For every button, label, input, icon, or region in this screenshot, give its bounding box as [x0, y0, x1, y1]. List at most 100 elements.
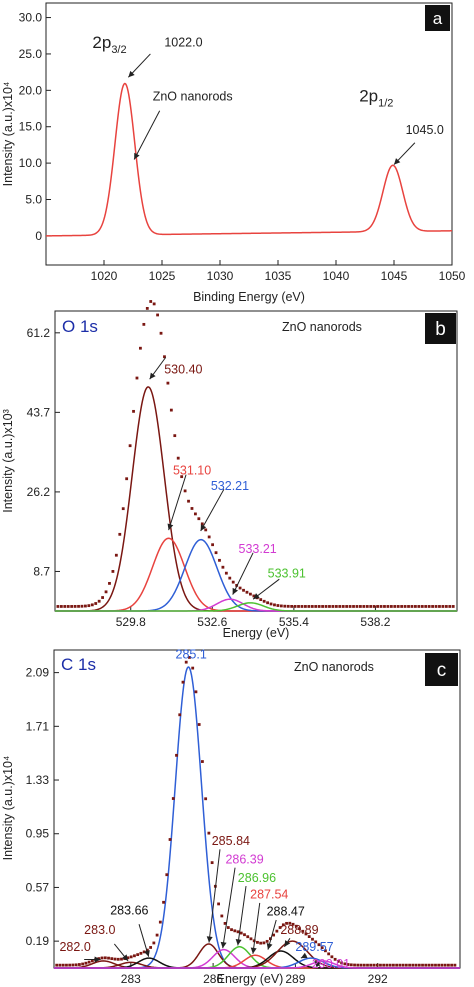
data-point: [139, 346, 142, 350]
annotation-arrow-head: [253, 593, 260, 600]
y-tick-label: 0: [35, 229, 42, 243]
data-point: [223, 922, 227, 925]
data-point: [279, 604, 283, 608]
y-axis-title-b: Intensity (a.u.)x10³: [1, 409, 15, 513]
annotation-arrow-head: [121, 954, 129, 961]
peak-label: 533.21: [239, 542, 277, 556]
data-point: [128, 444, 132, 448]
data-point: [427, 963, 431, 967]
data-point: [291, 922, 295, 926]
data-point: [176, 456, 180, 460]
data-point: [321, 605, 324, 608]
data-point: [386, 605, 390, 608]
data-point: [379, 963, 382, 967]
peak-label: 287.54: [250, 888, 288, 902]
data-point: [266, 601, 269, 605]
data-point: [324, 949, 327, 953]
data-point: [63, 605, 67, 608]
x-tick-label: 1025: [149, 269, 176, 283]
data-point: [369, 605, 373, 608]
data-point: [372, 605, 376, 608]
data-point: [100, 956, 104, 960]
data-point: [424, 605, 428, 608]
data-point: [268, 937, 272, 941]
peak-label: 283.66: [110, 903, 148, 917]
data-point: [132, 409, 135, 413]
data-point: [447, 963, 450, 967]
data-point: [272, 933, 276, 937]
data-point: [320, 946, 324, 950]
data-point: [80, 604, 84, 608]
data-point: [414, 605, 417, 608]
data-point: [249, 592, 252, 596]
data-point: [256, 940, 259, 944]
element-label-c: C 1s: [61, 655, 96, 674]
data-point: [97, 957, 101, 961]
data-point: [149, 300, 153, 303]
data-point: [165, 873, 169, 877]
data-point: [307, 935, 311, 938]
data-point: [249, 937, 253, 941]
data-point: [300, 605, 304, 608]
data-point: [443, 963, 447, 967]
data-point: [201, 760, 204, 763]
sample-label-c: ZnO nanorods: [294, 660, 374, 674]
data-point: [275, 929, 279, 933]
peak-label: 1045.0: [406, 123, 444, 137]
data-point: [348, 605, 352, 608]
data-point: [401, 963, 405, 967]
data-point: [398, 963, 402, 967]
data-point: [338, 605, 342, 608]
data-point: [276, 604, 280, 607]
data-point: [327, 952, 331, 956]
y-tick-label: 20.0: [19, 83, 43, 97]
peak-label: 285.1: [176, 647, 207, 661]
data-point: [136, 953, 140, 957]
y-tick-label: 2.09: [26, 666, 50, 680]
data-point: [273, 603, 276, 607]
y-tick-label: 8.7: [33, 564, 50, 578]
x-tick-label: 1040: [323, 269, 350, 283]
data-point: [324, 605, 328, 608]
data-point: [181, 680, 185, 684]
peak-label: 531.10: [173, 464, 211, 478]
series-line-4: [55, 598, 457, 612]
data-point: [310, 605, 314, 608]
data-point: [414, 963, 418, 967]
peak-label: 289.57: [295, 940, 333, 954]
data-point: [408, 963, 411, 967]
series-line-5: [55, 602, 457, 612]
x-tick-label: 1030: [207, 269, 234, 283]
annotation-arrow-line: [200, 488, 225, 532]
data-point: [359, 605, 362, 608]
data-point: [331, 605, 335, 608]
data-point: [191, 666, 195, 670]
x-tick-label: 529.8: [116, 615, 146, 629]
annotation-arrow-head: [128, 70, 135, 78]
data-point: [166, 381, 170, 385]
data-point: [58, 963, 62, 967]
data-point: [400, 605, 404, 608]
data-point: [441, 605, 445, 608]
annotation-arrow-head: [250, 947, 257, 954]
ticks-c: 283 286 289 292 0.19 0.57 0.95 1.33 1.71 2.09: [26, 666, 388, 986]
data-point: [78, 963, 81, 966]
y-tick-label: 0.57: [26, 880, 50, 894]
data-point: [90, 959, 94, 963]
peak-label: 286.39: [225, 852, 263, 866]
annotation-arrow-head: [394, 158, 401, 165]
data-point: [125, 477, 129, 481]
data-point: [221, 565, 225, 569]
data-point: [427, 605, 431, 608]
data-point: [294, 924, 298, 928]
panel-c: c C 1s ZnO nanorods 283 286 289 292 0.19 0.57…: [1, 647, 461, 986]
y-tick-label: 15.0: [19, 120, 43, 134]
data-point: [224, 571, 228, 575]
peak-label: 533.91: [268, 566, 306, 580]
data-point: [352, 605, 355, 608]
data-point: [84, 961, 88, 965]
data-point: [194, 512, 197, 516]
data-point: [334, 605, 338, 608]
data-point: [187, 499, 190, 503]
